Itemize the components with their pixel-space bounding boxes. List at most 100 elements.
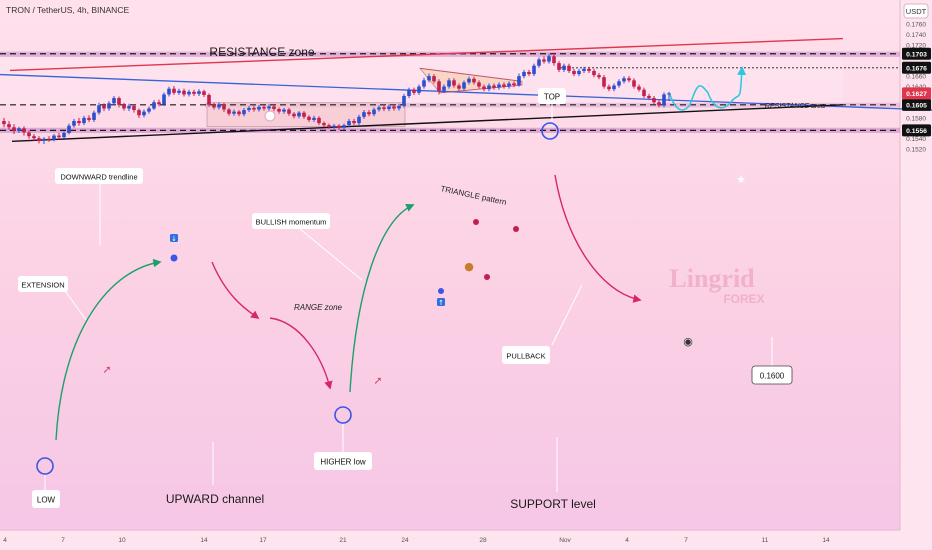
time-tick-label: 11 — [762, 537, 769, 544]
candle-body-126 — [632, 80, 636, 87]
flag-marker-2 — [437, 298, 445, 306]
candle-body-106 — [532, 65, 536, 75]
downward-trendline-callout-box — [55, 168, 143, 184]
candle-body-2 — [12, 127, 16, 131]
time-tick-label: 4 — [625, 537, 629, 544]
candle-body-112 — [562, 65, 566, 70]
time-tick-label: 24 — [401, 537, 409, 544]
currency-button-label: USDT — [906, 7, 927, 16]
candle-body-44 — [222, 104, 226, 110]
pullback-arrow — [554, 174, 642, 303]
price-axis-panel[interactable] — [900, 0, 932, 550]
candle-body-132 — [662, 94, 666, 106]
candle-body-19 — [97, 105, 101, 113]
time-axis-panel[interactable] — [0, 530, 932, 550]
low-marker — [36, 457, 54, 475]
candle-body-80 — [402, 95, 406, 106]
price-tags: 0.1703 0.1676 0.1605 0.1556 0.1627 — [902, 47, 931, 137]
candle-body-23 — [117, 98, 121, 105]
snail-icon: ● — [464, 260, 474, 273]
low-callout-text: LOW — [37, 496, 56, 505]
range-zone-label: RANGE zone — [294, 303, 343, 312]
candle-body-114 — [572, 70, 576, 75]
level-callout-text: 0.1600 — [760, 372, 785, 381]
candle-body-82 — [412, 89, 416, 93]
triangle-dot-2 — [484, 274, 490, 280]
candle-body-103 — [517, 76, 521, 86]
candle-body-109 — [547, 56, 551, 62]
candle-body-118 — [592, 70, 596, 76]
candle-body-12 — [62, 132, 66, 138]
currency-button[interactable] — [903, 3, 929, 19]
candle-body-89 — [447, 80, 451, 87]
candle-body-69 — [347, 120, 351, 126]
price-tick-label: 0.1760 — [906, 22, 926, 29]
symbol-title: TRON / TetherUS, 4h, BINANCE — [6, 5, 129, 15]
level-callout-box — [751, 365, 793, 385]
candle-body-75 — [377, 107, 381, 110]
candle-body-71 — [357, 116, 361, 124]
candle-body-0 — [2, 120, 6, 125]
candle-body-115 — [577, 70, 581, 75]
candle-body-94 — [472, 78, 476, 83]
time-tick-label: 4 — [3, 537, 7, 544]
key-level-tag-3-bg — [902, 124, 931, 137]
price-tick-label: 0.1580 — [906, 115, 926, 122]
candle-body-52 — [262, 106, 266, 109]
candle-body-22 — [112, 98, 116, 104]
candle-body-116 — [582, 68, 586, 71]
candle-body-39 — [197, 91, 201, 94]
candle-body-67 — [337, 125, 341, 128]
candle-body-85 — [427, 76, 431, 81]
candle-body-78 — [392, 106, 396, 109]
candle-body-24 — [122, 104, 126, 109]
time-tick-label: 21 — [339, 537, 347, 544]
top-marker — [541, 122, 559, 140]
candle-body-99 — [497, 84, 501, 88]
candle-body-90 — [452, 80, 456, 86]
higher-low-callout-box — [314, 452, 372, 470]
event-markers: ↓ ↑ ➚ ➚ ● ◉ ★ — [102, 110, 746, 387]
candle-body-9 — [47, 138, 51, 140]
time-tick-label: 17 — [259, 537, 267, 544]
candle-body-74 — [372, 109, 376, 115]
candle-body-105 — [527, 71, 531, 75]
price-tick-label: 0.1740 — [906, 32, 926, 39]
candle-body-30 — [152, 102, 156, 109]
low-callout-box — [32, 490, 60, 508]
key-level-tag-0-text: 0.1703 — [906, 51, 927, 58]
support-level-label: SUPPORT level — [510, 497, 596, 511]
candle-body-102 — [512, 83, 516, 86]
candle-body-54 — [272, 106, 276, 110]
candle-body-17 — [87, 117, 91, 120]
downward-trendline-callout-text: DOWNWARD trendline — [60, 173, 137, 182]
candle-body-117 — [587, 68, 591, 71]
candle-body-98 — [492, 85, 496, 88]
candle-body-97 — [487, 85, 491, 90]
candle-body-133 — [667, 93, 671, 95]
candle-body-8 — [42, 138, 46, 141]
candle-body-57 — [287, 109, 291, 114]
extension-arrow — [55, 258, 162, 441]
top-callout-text: TOP — [544, 93, 560, 102]
triangle-dot-1 — [438, 288, 444, 294]
candle-body-127 — [637, 86, 641, 90]
candle-body-58 — [292, 113, 296, 117]
candle-body-43 — [217, 104, 221, 108]
candle-body-34 — [172, 88, 176, 93]
candle-body-32 — [162, 94, 166, 105]
candle-body-60 — [302, 112, 306, 117]
resistance-area-label: RESISTANCE area — [765, 103, 825, 110]
price-tick-label: 0.1540 — [906, 136, 926, 143]
candle-body-45 — [227, 109, 231, 114]
higher-low-callout-text: HIGHER low — [320, 458, 366, 467]
callouts: TOP DOWNWARD trendline BULLISH momentum … — [18, 88, 793, 508]
candle-body-37 — [187, 91, 191, 95]
key-level-tag-2-text: 0.1605 — [906, 102, 927, 109]
candle-body-10 — [52, 135, 56, 140]
candle-body-86 — [432, 76, 436, 82]
candle-body-104 — [522, 71, 526, 77]
current-price-tag-bg — [902, 87, 931, 100]
candle-body-110 — [552, 56, 556, 64]
